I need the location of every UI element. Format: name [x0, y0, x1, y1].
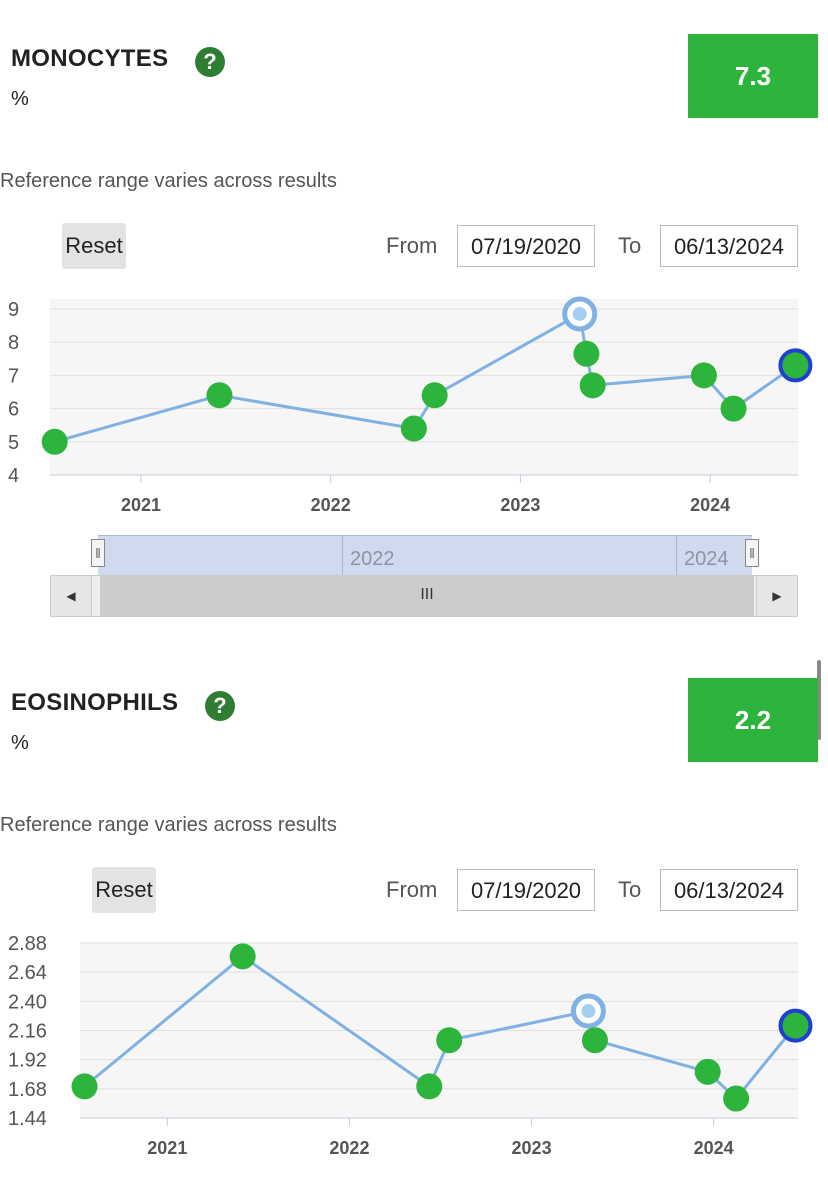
- from-label: From: [386, 233, 438, 258]
- navigator-label: 2024: [684, 548, 729, 570]
- data-point: [421, 382, 448, 409]
- data-point-selected: [778, 348, 813, 383]
- data-point: [400, 415, 427, 442]
- y-tick-label: 2.16: [8, 1021, 47, 1043]
- y-tick-label: 7: [8, 365, 19, 387]
- y-tick-label: 2.88: [8, 933, 47, 955]
- y-tick-label: 9: [8, 299, 19, 321]
- x-tick-label: 2023: [500, 495, 540, 515]
- panel-title: MONOCYTES: [11, 45, 169, 72]
- range-navigator[interactable]: 2022 2024 ‖ ‖ ◀ III ▶: [50, 535, 798, 617]
- data-point: [723, 1085, 750, 1112]
- navigator-selected-range: [98, 535, 752, 576]
- series-line: [54, 312, 797, 444]
- data-point: [579, 372, 606, 399]
- question-mark-icon[interactable]: ?: [195, 47, 225, 77]
- y-tick-label: 1.92: [8, 1050, 47, 1072]
- y-tick-label: 2.40: [8, 991, 47, 1013]
- data-point: [690, 362, 717, 389]
- unit-label: %: [11, 732, 29, 754]
- from-label: From: [386, 877, 438, 902]
- reference-note: Reference range varies across results: [0, 814, 337, 836]
- scroll-grip-icon: III: [420, 586, 434, 603]
- x-tick-label: 2021: [147, 1138, 187, 1158]
- x-tick-label: 2023: [512, 1138, 552, 1158]
- x-tick-label: 2021: [121, 495, 161, 515]
- y-tick-label: 1.68: [8, 1079, 47, 1101]
- data-point-selected: [778, 1008, 813, 1043]
- navigator-left-handle[interactable]: ‖: [91, 539, 105, 567]
- latest-value-badge: 7.3: [688, 34, 818, 118]
- y-tick-label: 6: [8, 399, 19, 421]
- to-date-input[interactable]: 06/13/2024: [660, 225, 798, 267]
- question-mark-icon[interactable]: ?: [205, 691, 235, 721]
- x-tick-label: 2024: [690, 495, 730, 515]
- reset-button[interactable]: Reset: [62, 223, 126, 269]
- panel-title: EOSINOPHILS: [11, 689, 179, 716]
- from-date-input[interactable]: 07/19/2020: [457, 225, 595, 267]
- x-tick-label: 2024: [694, 1138, 734, 1158]
- monocytes-chart[interactable]: 4 5 6 7 8 9 2021 2022 2023 2024: [0, 285, 828, 525]
- navigator-divider: [342, 535, 343, 575]
- data-point-hover-core: [572, 306, 587, 321]
- data-point: [436, 1027, 463, 1054]
- to-label: To: [618, 233, 642, 258]
- data-point: [581, 1027, 608, 1054]
- navigator-right-handle[interactable]: ‖: [745, 539, 759, 567]
- data-point: [206, 382, 233, 409]
- data-point: [71, 1073, 98, 1100]
- data-point: [720, 395, 747, 422]
- data-point: [416, 1073, 443, 1100]
- navigator-divider: [676, 535, 677, 575]
- data-point: [694, 1058, 721, 1085]
- y-tick-label: 4: [8, 465, 19, 487]
- y-tick-label: 2.64: [8, 962, 47, 984]
- to-label: To: [618, 877, 642, 902]
- reference-note: Reference range varies across results: [0, 170, 337, 192]
- to-date-input[interactable]: 06/13/2024: [660, 869, 798, 911]
- data-point: [229, 943, 256, 970]
- right-arrow-icon[interactable]: ▶: [756, 575, 798, 617]
- scrollbar-thumb[interactable]: III: [100, 575, 754, 617]
- y-tick-label: 5: [8, 432, 19, 454]
- unit-label: %: [11, 88, 29, 110]
- latest-value-badge: 2.2: [688, 678, 818, 762]
- eosinophils-chart[interactable]: 1.44 1.68 1.92 2.16 2.40 2.64 2.88 2021 2022 2023…: [0, 929, 828, 1159]
- y-tick-label: 8: [8, 332, 19, 354]
- x-tick-label: 2022: [329, 1138, 369, 1158]
- data-point: [573, 340, 600, 367]
- monocytes-panel: MONOCYTES ? % 7.3 Reference range varies…: [0, 34, 828, 617]
- eosinophils-panel: EOSINOPHILS ? % 2.2 Reference range vari…: [0, 644, 828, 1179]
- y-tick-label: 1.44: [8, 1108, 47, 1130]
- reset-button[interactable]: Reset: [92, 867, 156, 913]
- navigator-label: 2022: [350, 548, 395, 570]
- from-date-input[interactable]: 07/19/2020: [457, 869, 595, 911]
- plot-area: [50, 299, 798, 475]
- data-point: [41, 428, 68, 455]
- left-arrow-icon[interactable]: ◀: [50, 575, 92, 617]
- data-point-hover-core: [581, 1004, 596, 1019]
- page-scrollbar[interactable]: [817, 660, 821, 740]
- x-tick-label: 2022: [311, 495, 351, 515]
